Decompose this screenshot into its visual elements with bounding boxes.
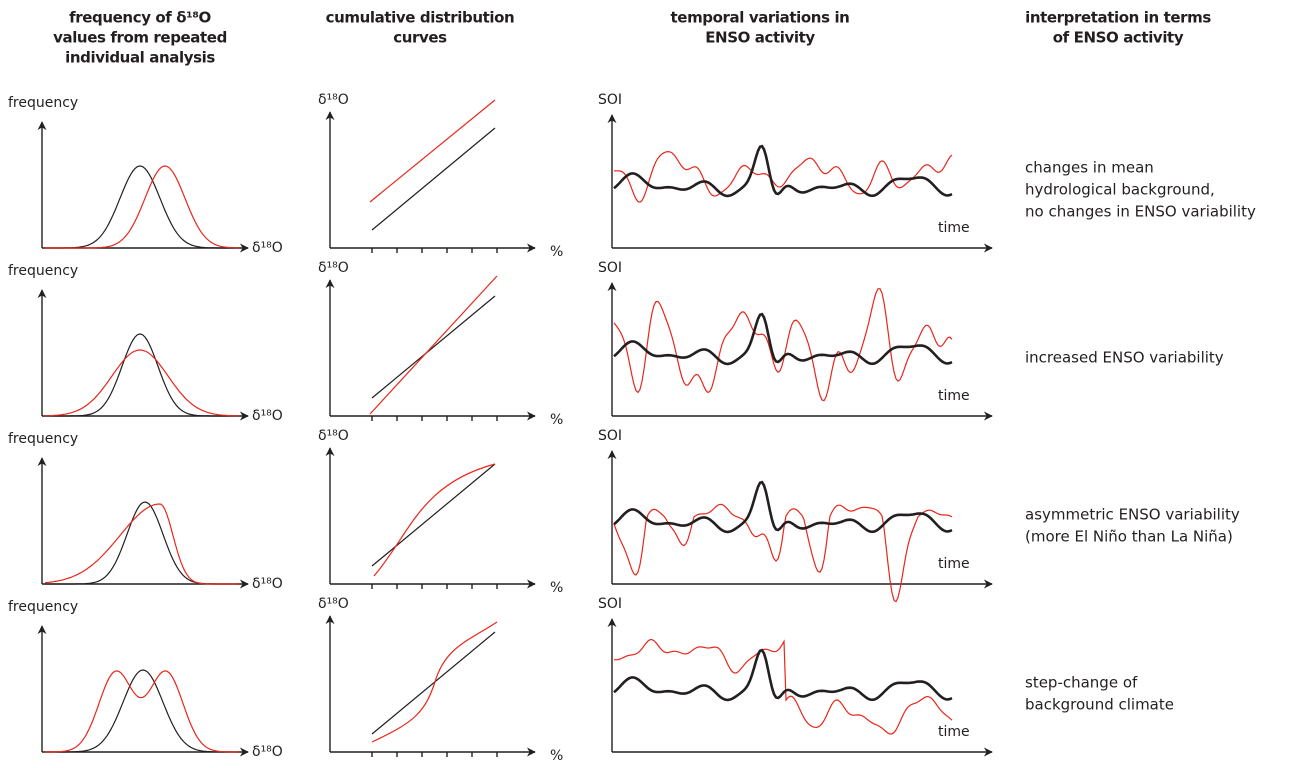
soi-red [613,638,953,735]
x-label: time [938,220,970,236]
y-label: SOI [598,260,622,276]
y-label: δ¹⁸O [318,596,349,612]
curve-red [44,349,240,417]
line-red [371,621,498,743]
soi-black [613,480,953,534]
x-label: time [938,388,970,404]
y-label: SOI [598,596,622,612]
frequency-label: frequency [8,431,78,447]
line-red [369,275,498,415]
curve-black [45,501,239,585]
x-label: δ¹⁸O [252,744,283,760]
y-label: SOI [598,428,622,444]
column-header: curves [393,29,447,47]
frequency-label: frequency [8,263,78,279]
y-label: δ¹⁸O [318,260,349,276]
interpretation: step-change of [1025,674,1138,692]
soi-red [613,150,953,203]
curve-black [45,165,239,249]
interpretation: (more El Niño than La Niña) [1025,528,1233,546]
soi-black [613,312,953,366]
column-header: values from repeated [53,29,227,47]
curve-black [45,333,239,417]
curve-black [45,669,239,753]
line-black [371,127,496,231]
interpretation: hydrological background, [1025,181,1215,199]
frequency-label: frequency [8,95,78,111]
interpretation: no changes in ENSO variability [1025,203,1256,221]
interpretation: asymmetric ENSO variability [1025,506,1240,524]
curve-red [44,503,239,585]
x-label: δ¹⁸O [252,240,283,256]
line-red [373,463,496,577]
y-label: δ¹⁸O [318,428,349,444]
soi-black [613,648,953,702]
column-header: ENSO activity [705,29,815,47]
column-header: individual analysis [65,49,215,67]
x-label: time [938,724,970,740]
soi-black [613,144,953,198]
line-black [371,631,496,735]
y-label: SOI [598,92,622,108]
line-red [369,99,496,203]
column-header: temporal variations in [671,9,850,27]
interpretation: changes in mean [1025,159,1154,177]
interpretation: increased ENSO variability [1025,349,1224,367]
column-header: of ENSO activity [1053,29,1184,47]
x-label: % [550,580,563,596]
frequency-label: frequency [8,599,78,615]
column-header: interpretation in terms [1025,9,1211,27]
y-label: δ¹⁸O [318,92,349,108]
curve-red [45,670,239,753]
x-label: δ¹⁸O [252,408,283,424]
x-label: % [550,748,563,764]
line-black [371,295,496,399]
x-label: % [550,244,563,260]
x-label: % [550,412,563,428]
soi-red [613,503,953,603]
column-header: frequency of δ¹⁸O [69,9,211,27]
x-label: δ¹⁸O [252,576,283,592]
column-header: cumulative distribution [326,9,515,27]
interpretation: background climate [1025,696,1174,714]
x-label: time [938,556,970,572]
line-black [371,463,496,567]
curve-red [45,165,239,249]
soi-red [613,288,953,402]
